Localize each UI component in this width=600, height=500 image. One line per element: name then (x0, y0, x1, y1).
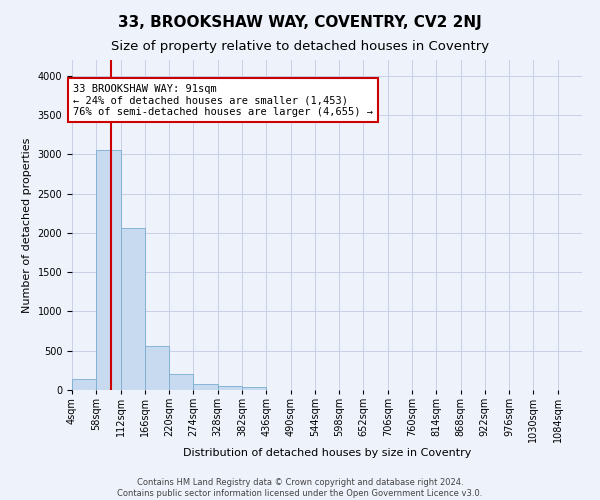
Bar (72, 379, 96, 390)
X-axis label: Distribution of detached houses by size in Coventry: Distribution of detached houses by size … (183, 448, 471, 458)
Bar (242, 387, 266, 390)
Bar (218, 386, 242, 390)
Text: Size of property relative to detached houses in Coventry: Size of property relative to detached ho… (111, 40, 489, 53)
Bar (145, 346, 169, 390)
Y-axis label: Number of detached properties: Number of detached properties (22, 138, 32, 312)
Text: 33 BROOKSHAW WAY: 91sqm
← 24% of detached houses are smaller (1,453)
76% of semi: 33 BROOKSHAW WAY: 91sqm ← 24% of detache… (73, 84, 373, 117)
Bar (193, 384, 218, 390)
Text: Contains HM Land Registry data © Crown copyright and database right 2024.
Contai: Contains HM Land Registry data © Crown c… (118, 478, 482, 498)
Text: 33, BROOKSHAW WAY, COVENTRY, CV2 2NJ: 33, BROOKSHAW WAY, COVENTRY, CV2 2NJ (118, 15, 482, 30)
Bar (96, 150, 121, 390)
Bar (121, 228, 145, 390)
Bar (169, 374, 193, 390)
